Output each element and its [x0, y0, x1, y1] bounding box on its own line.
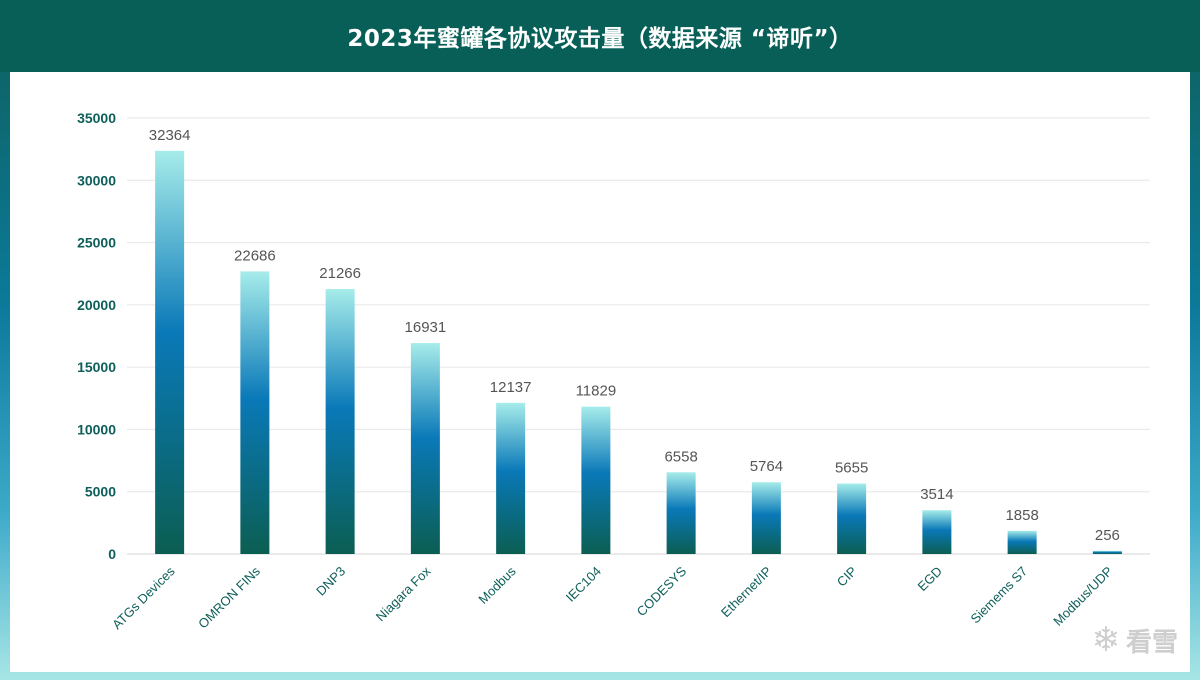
bar: [837, 483, 867, 554]
data-label: 3514: [920, 486, 953, 503]
grid-lines: [127, 117, 1150, 555]
y-tick-label: 15000: [77, 359, 116, 375]
y-tick-label: 35000: [77, 110, 116, 126]
bars: [155, 150, 1122, 554]
data-label: 6558: [664, 448, 697, 465]
bar: [410, 343, 440, 554]
bar: [155, 150, 185, 554]
data-label: 12137: [490, 379, 532, 396]
x-tick-label: Ethernet/IP: [718, 564, 775, 621]
y-axis: 0 5000 10000 15000 20000 25000 30000 35000: [77, 110, 116, 562]
bar: [751, 482, 781, 554]
bar: [666, 472, 696, 554]
y-tick-label: 0: [108, 546, 116, 562]
y-tick-label: 25000: [77, 235, 116, 251]
bar: [922, 510, 952, 554]
bar: [496, 402, 526, 554]
bar: [1092, 550, 1122, 554]
data-label: 11829: [576, 383, 617, 400]
y-tick-label: 20000: [77, 297, 116, 313]
x-axis: ATGs Devices OMRON FINs DNP3 Niagara Fox Mod…: [109, 563, 1115, 632]
x-tick-label: Modbus/UDP: [1050, 564, 1115, 629]
x-tick-label: Niagara Fox: [373, 563, 434, 624]
bar: [1007, 530, 1037, 554]
x-tick-label: EGD: [914, 564, 945, 595]
data-labels: 32364 22686 21266 16931 12137 11829 6558 5764 56…: [149, 127, 1120, 544]
x-tick-label: OMRON FINs: [195, 563, 263, 631]
data-label: 1858: [1005, 507, 1038, 524]
chart-title: 2023年蜜罐各协议攻击量（数据来源 “谛听”）: [347, 26, 853, 52]
x-tick-label: ATGs Devices: [109, 563, 178, 632]
snowflake-icon: ❄: [1091, 620, 1120, 660]
x-tick-label: CODESYS: [634, 563, 690, 619]
bar: [581, 406, 611, 554]
data-label: 256: [1095, 527, 1120, 544]
bar: [240, 271, 270, 554]
watermark-text: 看雪: [1125, 627, 1178, 658]
data-label: 32364: [149, 127, 191, 144]
x-tick-label: DNP3: [313, 564, 348, 599]
data-label: 5655: [835, 460, 868, 477]
watermark: ❄ 看雪: [1091, 620, 1178, 660]
y-tick-label: 10000: [77, 421, 116, 437]
data-label: 16931: [405, 319, 447, 336]
y-tick-label: 5000: [85, 484, 116, 500]
data-label: 21266: [319, 265, 361, 282]
plot-panel: [10, 72, 1190, 672]
data-label: 5764: [750, 458, 783, 475]
data-label: 22686: [234, 247, 276, 264]
x-tick-label: Siemems S7: [968, 564, 1031, 627]
x-tick-label: Modbus: [475, 563, 519, 607]
bar: [325, 289, 355, 554]
y-tick-label: 30000: [77, 172, 116, 188]
x-tick-label: IEC104: [563, 564, 604, 605]
x-tick-label: CIP: [834, 564, 860, 590]
title-bar: 2023年蜜罐各协议攻击量（数据来源 “谛听”）: [0, 0, 1200, 72]
